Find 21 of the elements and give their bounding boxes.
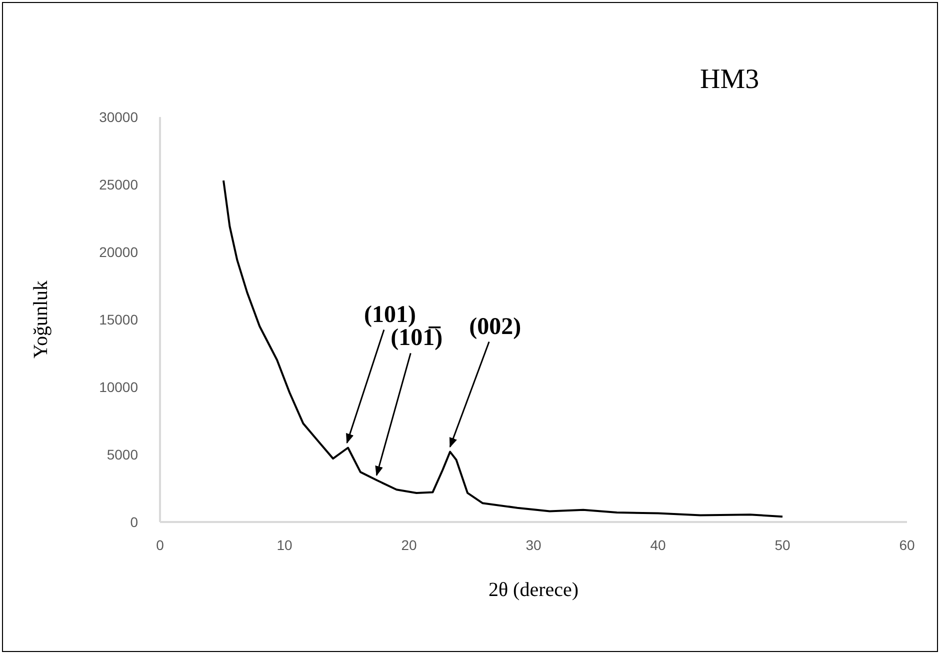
x-tick-label: 0: [156, 536, 164, 553]
annotation: (101̅): [390, 325, 443, 352]
x-axis-title: 2θ (derece): [488, 579, 579, 602]
y-tick-label: 25000: [99, 176, 138, 192]
y-tick-label: 30000: [99, 108, 138, 125]
line-series: [222, 179, 784, 518]
y-tick-label: 15000: [99, 311, 138, 328]
annotation: (101): [364, 302, 416, 328]
x-tick-label: 60: [899, 536, 915, 553]
y-axis-title: Yoğunluk: [30, 280, 52, 358]
y-tick-label: 5000: [106, 446, 138, 462]
chart-title: HM3: [700, 64, 760, 96]
x-tick-label: 20: [401, 536, 417, 553]
y-tick-label: 0: [130, 514, 138, 530]
x-tick-label: 40: [650, 536, 666, 553]
y-tick-label: 20000: [99, 244, 138, 260]
annotation: (002): [469, 314, 522, 340]
y-tick-label: 10000: [99, 378, 138, 395]
x-tick-label: 30: [526, 536, 542, 553]
x-tick-label: 50: [774, 536, 790, 553]
x-tick-label: 10: [276, 536, 292, 553]
